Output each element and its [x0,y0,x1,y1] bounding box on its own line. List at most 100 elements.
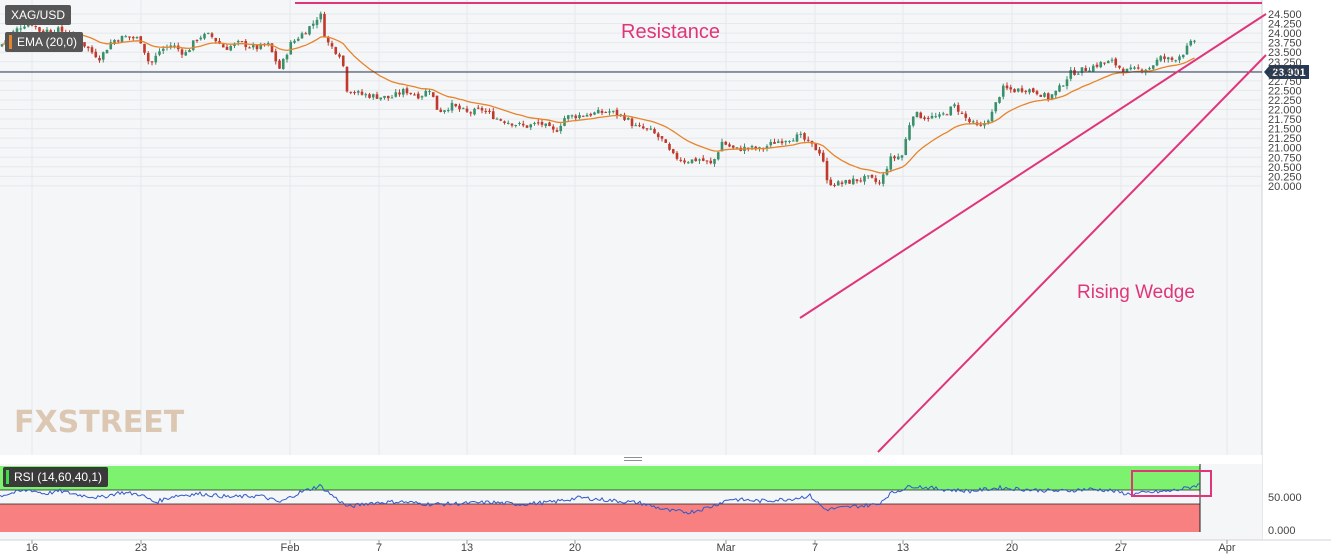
candle-body [323,13,326,37]
time-tick-label: 23 [135,542,147,554]
candle-body [769,141,773,146]
candle-body [221,44,225,48]
ema-badge[interactable]: EMA (20,0) [5,32,84,52]
candle-body [338,54,341,57]
candle-body [581,115,585,117]
candle-body [780,141,784,144]
candle-body [1103,62,1106,64]
candle-body [371,94,375,98]
candle-body [98,57,101,61]
candle-body [143,43,146,53]
time-tick-label: Mar [717,542,736,554]
candle-body [1054,90,1058,96]
candle-body [788,140,791,142]
candle-body [754,146,758,150]
rsi-tick-label: 50.000 [1268,492,1302,504]
candle-body [398,92,401,95]
ema-label: EMA (20,0) [17,35,78,49]
price-tick-label: 22.500 [1268,85,1302,97]
candle-body [641,126,645,129]
candle-body [518,122,521,124]
candle-body [203,33,206,39]
candle-body [86,46,90,49]
price-axis-ticks: 24.50024.25024.00023.75023.50023.25023.0… [1268,9,1302,193]
candle-body [589,113,593,116]
candle-body [750,146,754,148]
price-tick-label: 22.000 [1268,105,1302,117]
candle-body [720,141,724,152]
candle-body [1121,68,1125,73]
candle-body [829,179,833,186]
price-tick-label: 20.500 [1268,162,1302,174]
candle-body [731,145,735,148]
candle-body [484,110,488,112]
candle-body [113,40,116,44]
price-tick-label: 20.000 [1268,181,1302,193]
candle-body [953,104,956,107]
candle-body [638,125,641,127]
candle-body [180,49,184,55]
candle-body [1136,67,1140,69]
price-tick-label: 24.500 [1268,9,1302,21]
candle-body [866,175,870,177]
candle-body [49,30,53,33]
candle-body [683,160,686,163]
candle-body [1039,94,1043,97]
rsi-badge[interactable]: RSI (14,60,40,1) [3,467,109,487]
candle-body [356,91,360,93]
candle-body [1061,85,1065,87]
candle-body [304,33,308,35]
candle-body [413,94,416,96]
price-tick-label: 21.000 [1268,143,1302,155]
candle-body [435,95,439,110]
candle-body [979,124,983,126]
candle-body [698,159,701,161]
candle-body [469,112,473,114]
candle-body [293,40,296,43]
candle-body [480,108,484,111]
candle-body [1110,59,1114,61]
candle-body [214,37,218,42]
rsi-swatch [6,470,9,484]
candle-body [476,107,480,109]
candle-body [236,40,240,43]
candle-body [1170,57,1174,60]
candle-body [956,105,960,112]
candle-body [1129,67,1133,70]
candle-body [645,128,649,130]
candle-body [210,33,214,37]
candle-body [60,26,64,32]
candle-body [548,122,551,127]
candle-body [229,45,233,51]
candle-body [206,32,210,34]
candle-body [1024,90,1028,92]
candle-body [1193,40,1196,42]
candle-body [1125,68,1129,73]
candle-body [900,155,904,158]
candle-body [1133,67,1136,69]
candle-body [795,134,799,142]
candle-body [671,149,675,154]
candle-body [401,89,405,95]
price-tick-label: 21.500 [1268,124,1302,136]
candle-body [1155,59,1159,66]
candle-body [529,124,533,128]
candle-body [930,115,934,119]
candle-body [926,117,930,119]
candle-body [705,160,709,162]
candle-body [514,125,518,127]
candle-body [1058,85,1061,92]
candle-body [863,175,866,182]
candle-body [225,46,229,50]
candle-body [319,13,323,20]
candle-body [308,26,311,35]
candle-body [848,179,851,184]
candle-body [379,97,383,100]
symbol-badge[interactable]: XAG/USD [5,5,72,25]
time-tick-label: 13 [897,542,909,554]
candle-body [19,28,23,30]
candle-body [994,102,998,112]
candle-body [251,45,255,48]
candle-body [1009,87,1013,90]
candle-body [844,180,848,184]
